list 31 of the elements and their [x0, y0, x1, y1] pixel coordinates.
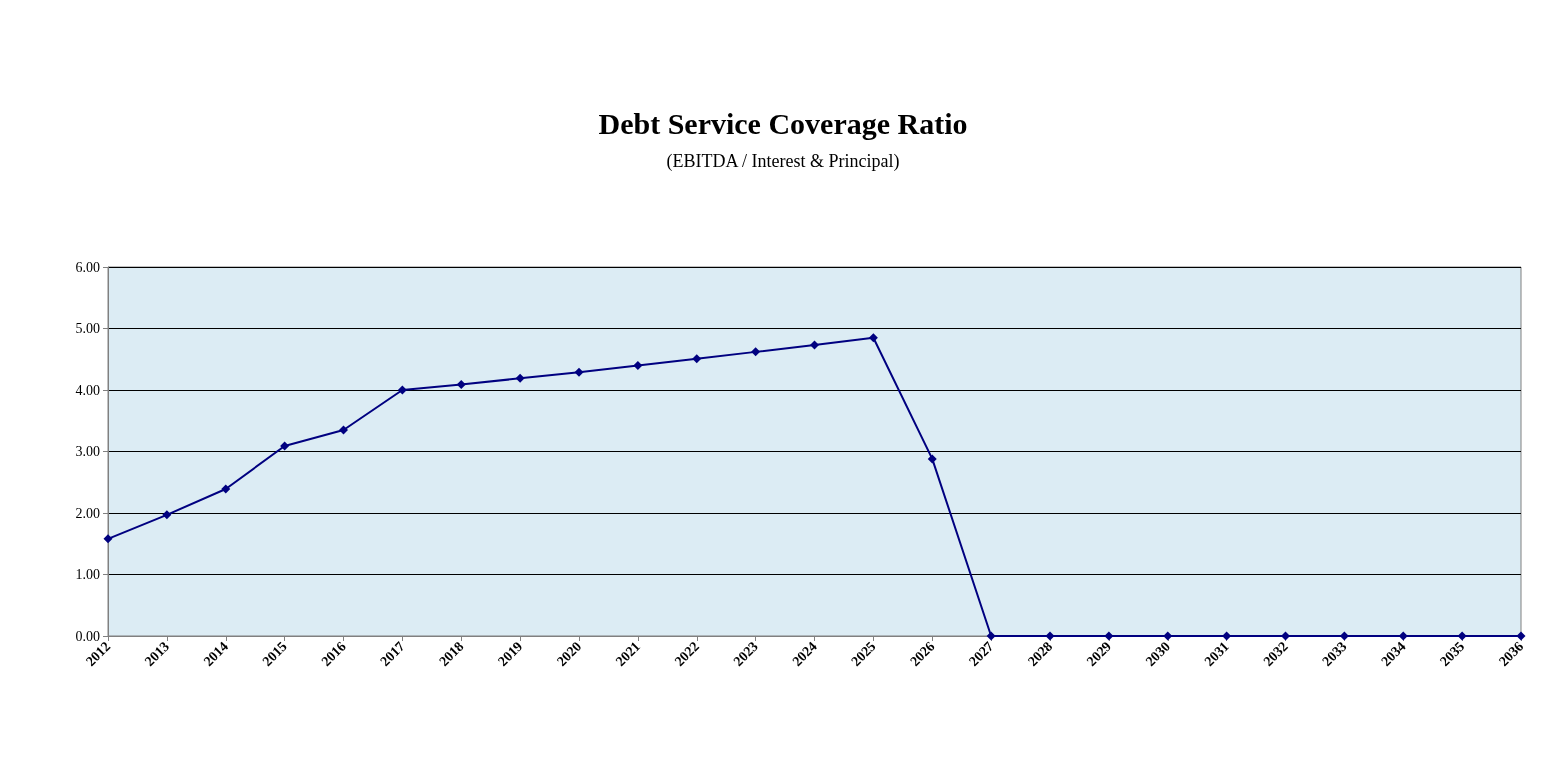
point [633, 360, 643, 370]
point [280, 441, 290, 451]
y-tick-label: 0.00 [75, 628, 100, 644]
y-tick-label: 2.00 [75, 505, 100, 521]
point [397, 385, 407, 395]
point [868, 333, 878, 343]
point [1163, 631, 1173, 641]
point [927, 454, 937, 464]
chart-subtitle: (EBITDA / Interest & Principal) [666, 151, 900, 172]
chart-title: Debt Service Coverage Ratio [598, 106, 968, 140]
point [515, 373, 525, 383]
point [221, 484, 231, 494]
point [103, 534, 113, 544]
point [339, 425, 348, 435]
point [692, 354, 702, 364]
point [751, 347, 761, 357]
point [986, 631, 996, 641]
point [1104, 631, 1114, 641]
point [162, 510, 172, 520]
y-tick-label: 3.00 [75, 444, 100, 459]
point [1045, 631, 1055, 641]
point [456, 379, 466, 389]
point [1457, 631, 1467, 641]
point [574, 367, 584, 377]
y-tick-label: 4.00 [75, 382, 100, 398]
y-tick-label: 5.00 [75, 321, 100, 336]
point [810, 340, 819, 350]
point [1281, 631, 1290, 641]
point [1398, 631, 1408, 641]
y-tick-label: 1.00 [75, 567, 100, 582]
y-tick-label: 6.00 [75, 259, 100, 275]
